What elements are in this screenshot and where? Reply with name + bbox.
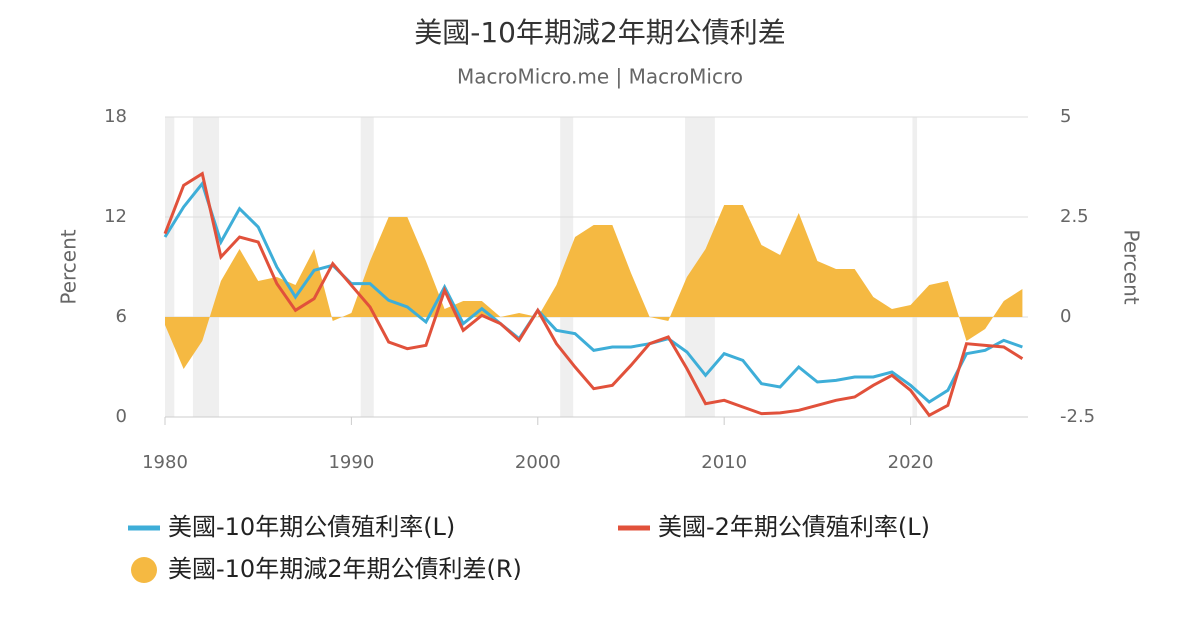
x-tick-label: 1980 bbox=[142, 452, 188, 473]
y2-tick-label: -2.5 bbox=[1060, 406, 1095, 427]
x-tick-label: 1990 bbox=[328, 452, 374, 473]
y2-axis-label: Percent bbox=[1120, 229, 1144, 304]
x-tick-label: 2020 bbox=[888, 452, 934, 473]
legend-label: 美國-10年期減2年期公債利差(R) bbox=[168, 555, 522, 583]
yield-line bbox=[163, 180, 1023, 404]
x-tick-label: 2010 bbox=[701, 452, 747, 473]
legend-symbol bbox=[131, 557, 157, 583]
yield-line bbox=[163, 171, 1024, 418]
y2-tick-label: 2.5 bbox=[1060, 206, 1089, 227]
recession-band bbox=[360, 117, 374, 417]
y-tick-label: 12 bbox=[104, 206, 127, 227]
recession-band bbox=[912, 117, 918, 417]
y-axis-label: Percent bbox=[57, 229, 81, 304]
y-tick-label: 0 bbox=[116, 406, 127, 427]
legend-label: 美國-10年期公債殖利率(L) bbox=[168, 513, 455, 541]
y2-tick-label: 0 bbox=[1060, 306, 1071, 327]
recession-band bbox=[165, 117, 175, 417]
y-tick-label: 18 bbox=[104, 106, 127, 127]
legend-label: 美國-2年期公債殖利率(L) bbox=[658, 513, 930, 541]
recession-band bbox=[192, 117, 220, 417]
x-tick-label: 2000 bbox=[515, 452, 561, 473]
chart-title: 美國-10年期減2年期公債利差 bbox=[414, 16, 786, 49]
y2-tick-label: 5 bbox=[1060, 106, 1071, 127]
y-tick-label: 6 bbox=[116, 306, 127, 327]
spread-area bbox=[165, 205, 1023, 369]
chart-subtitle: MacroMicro.me | MacroMicro bbox=[457, 65, 743, 89]
